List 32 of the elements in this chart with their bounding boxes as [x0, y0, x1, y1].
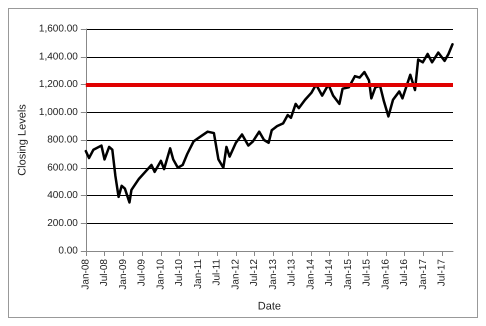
x-tick-label: Jul-08 — [99, 258, 110, 286]
x-tick-label: Jul-13 — [286, 258, 298, 286]
x-tick-label: Jan-13 — [268, 258, 279, 290]
x-tick-label: Jan-17 — [418, 258, 430, 290]
x-tick-label: Jul-16 — [399, 258, 410, 286]
y-tick-label: 600.00 — [47, 162, 78, 174]
y-tick-label: 1,200.00 — [38, 79, 78, 90]
x-tick-label: Jan-12 — [230, 258, 242, 290]
x-tick-label: Jul-10 — [174, 258, 185, 286]
x-tick-label: Jan-08 — [80, 258, 92, 290]
x-tick-label: Jul-17 — [436, 258, 448, 286]
x-tick-label: Jul-09 — [136, 258, 148, 286]
x-tick-label: Jul-11 — [211, 258, 222, 286]
x-tick-label: Jul-14 — [324, 258, 336, 286]
x-tick-label: Jan-11 — [192, 258, 204, 289]
y-tick-label: 200.00 — [47, 218, 78, 229]
x-axis-title: Date — [258, 300, 282, 312]
x-tick-label: Jan-14 — [305, 258, 316, 290]
line-series — [84, 43, 454, 204]
y-axis-title: Closing Levels — [16, 104, 28, 176]
x-tick-label: Jan-09 — [118, 258, 129, 290]
y-tick-label: 1,000.00 — [38, 106, 78, 118]
x-tick-label: Jul-15 — [362, 258, 373, 286]
y-tick-label: 400.00 — [47, 190, 78, 201]
y-tick-label: 1,600.00 — [38, 24, 78, 34]
x-tick-label: Jan-10 — [155, 258, 166, 290]
y-tick-label: 1,400.00 — [38, 51, 78, 62]
y-tick-label: 0.00 — [58, 246, 78, 256]
x-tick-label: Jul-12 — [249, 258, 260, 286]
x-tick-label: Jan-16 — [380, 258, 392, 290]
x-tick-label: Jan-15 — [342, 258, 354, 290]
y-tick-label: 800.00 — [47, 134, 78, 146]
